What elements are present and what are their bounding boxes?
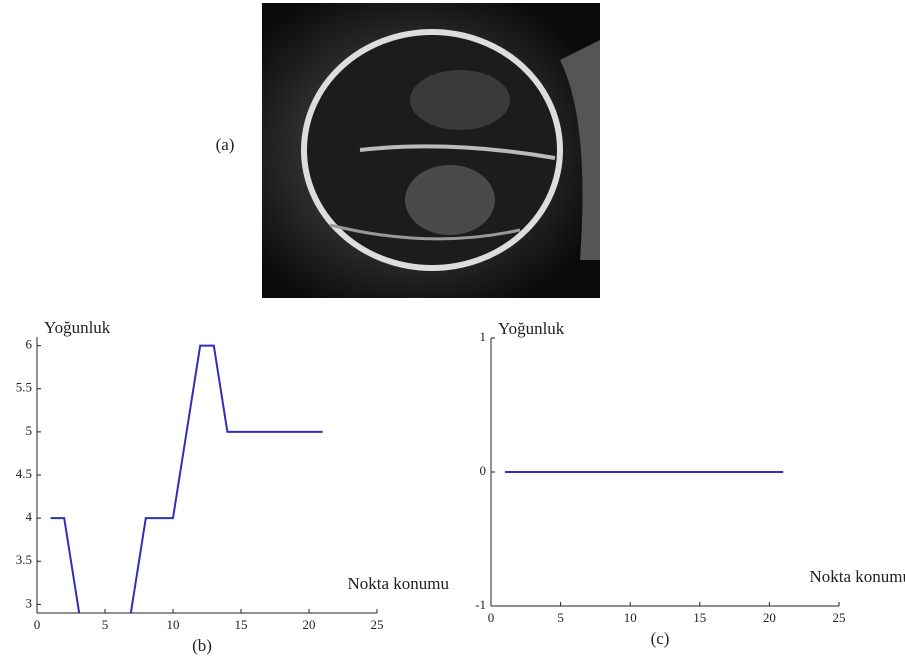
y-tick-label: 5.5 bbox=[16, 380, 32, 395]
y-tick-label: 5 bbox=[26, 423, 33, 438]
x-axis-label: Nokta konumu bbox=[809, 567, 905, 586]
x-tick-label: 0 bbox=[34, 617, 41, 632]
y-tick-label: 4 bbox=[26, 509, 33, 524]
x-axis-label: Nokta konumu bbox=[347, 574, 449, 593]
x-tick-label: 0 bbox=[488, 610, 495, 625]
x-tick-label: 20 bbox=[303, 617, 316, 632]
x-tick-label: 20 bbox=[763, 610, 776, 625]
y-tick-label: 6 bbox=[26, 337, 33, 352]
chart-caption: (b) bbox=[192, 636, 212, 655]
image-caption: (a) bbox=[216, 135, 235, 154]
chart-caption: (c) bbox=[651, 629, 670, 648]
y-axis-label: Yoğunluk bbox=[44, 318, 111, 337]
y-tick-label: 3 bbox=[26, 595, 33, 610]
y-tick-label: 0 bbox=[480, 463, 487, 478]
x-tick-label: 5 bbox=[102, 617, 109, 632]
y-tick-label: -1 bbox=[475, 597, 486, 612]
data-line bbox=[50, 344, 323, 613]
x-tick-label: 5 bbox=[557, 610, 564, 625]
ultrasound-image bbox=[262, 3, 600, 298]
x-tick-label: 10 bbox=[624, 610, 637, 625]
x-tick-label: 15 bbox=[693, 610, 706, 625]
x-tick-label: 25 bbox=[371, 617, 384, 632]
x-tick-label: 25 bbox=[833, 610, 846, 625]
y-tick-label: 3.5 bbox=[16, 552, 32, 567]
x-tick-label: 15 bbox=[235, 617, 248, 632]
y-tick-label: 4.5 bbox=[16, 466, 32, 481]
x-tick-label: 10 bbox=[167, 617, 180, 632]
y-axis-label: Yoğunluk bbox=[498, 319, 565, 338]
y-tick-label: 1 bbox=[480, 329, 487, 344]
